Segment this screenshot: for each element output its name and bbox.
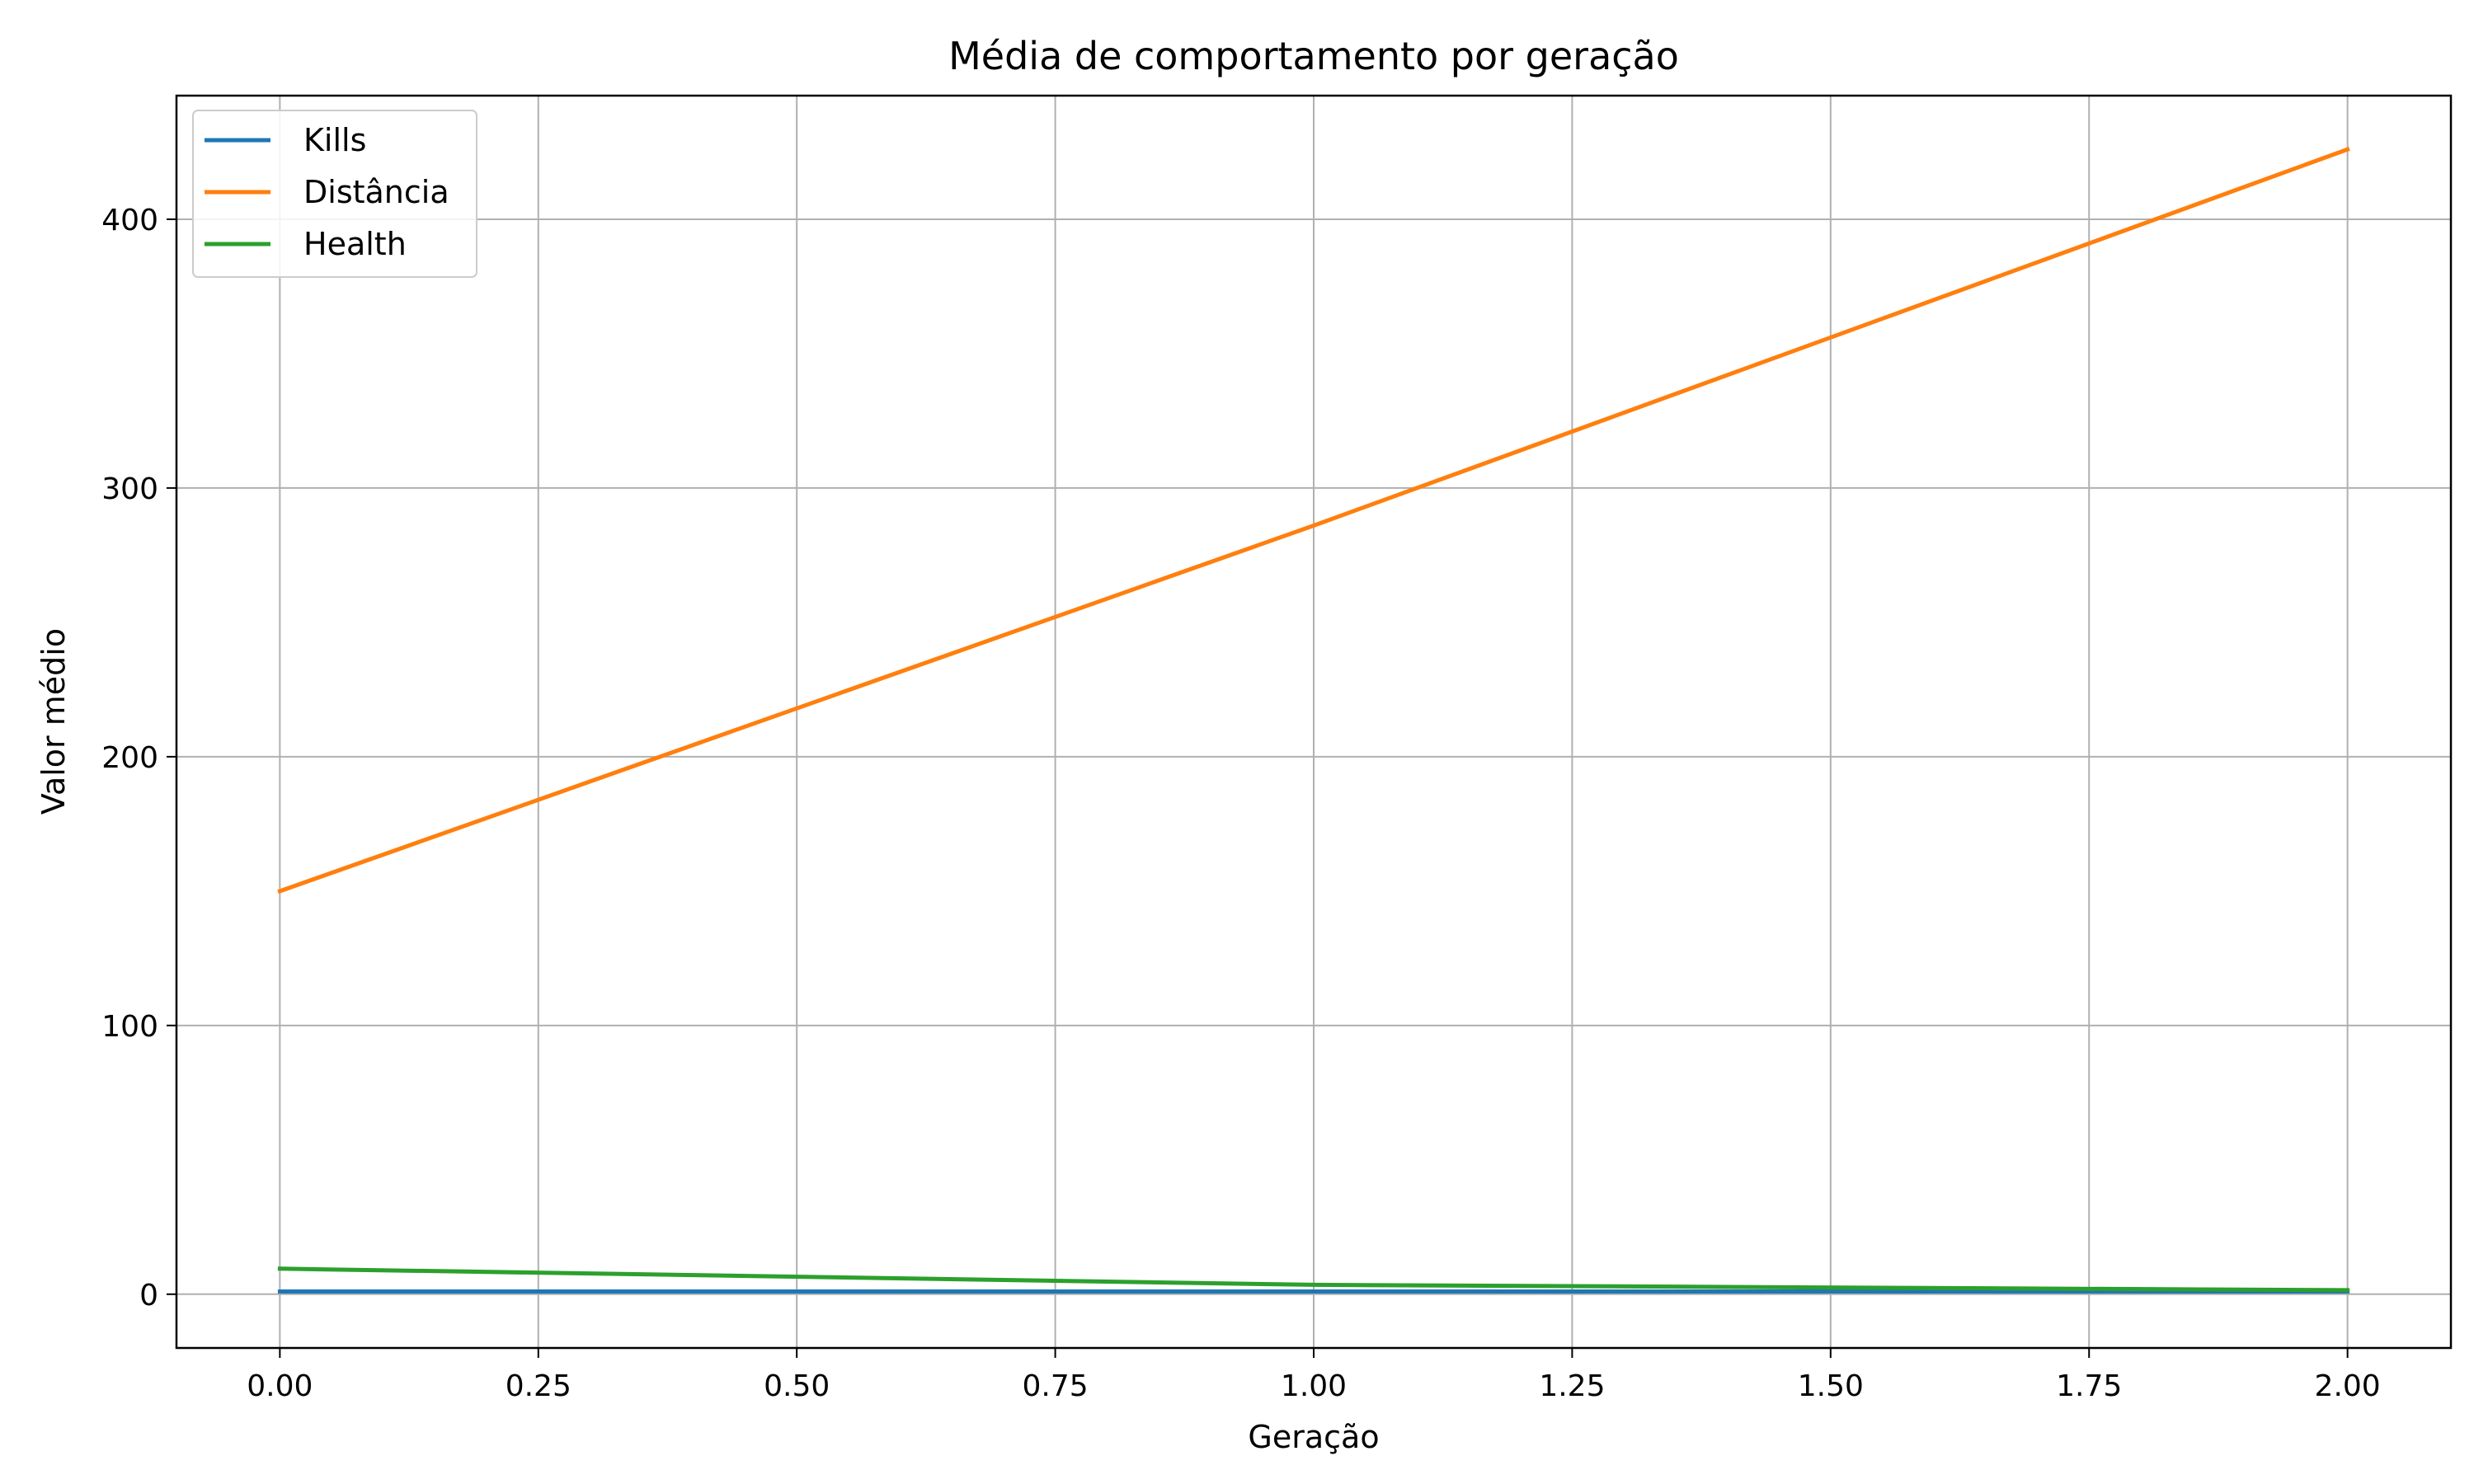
chart-title: Média de comportamento por geração xyxy=(948,34,1679,78)
legend-label: Distância xyxy=(303,174,449,210)
grid xyxy=(176,96,2451,1348)
x-tick-label: 1.25 xyxy=(1539,1369,1605,1403)
y-axis-label: Valor médio xyxy=(35,628,72,815)
x-axis-label: Geração xyxy=(1248,1419,1379,1455)
legend-label: Kills xyxy=(303,122,366,158)
y-tick-label: 200 xyxy=(101,741,158,775)
legend-label: Health xyxy=(303,226,407,262)
x-tick-label: 2.00 xyxy=(2315,1369,2381,1403)
series-line-distancia xyxy=(277,146,2350,895)
axis-ticks: 0.00 0.25 0.50 0.75 1.00 1.25 1.50 1.75 2.00 0 100… xyxy=(101,204,2380,1403)
series-line-health xyxy=(277,1266,2350,1293)
legend-box xyxy=(192,110,477,278)
y-tick-label: 300 xyxy=(101,472,158,506)
x-tick-label: 0.50 xyxy=(764,1369,830,1403)
y-tick-label: 400 xyxy=(101,204,158,237)
series-lines xyxy=(277,146,2350,1294)
x-tick-label: 0.25 xyxy=(506,1369,571,1403)
x-tick-label: 1.00 xyxy=(1281,1369,1347,1403)
x-tick-label: 0.75 xyxy=(1023,1369,1089,1403)
y-tick-label: 0 xyxy=(139,1279,158,1313)
x-tick-label: 1.75 xyxy=(2056,1369,2122,1403)
legend: Kills Distância Health xyxy=(192,110,477,278)
y-tick-label: 100 xyxy=(101,1010,158,1044)
x-tick-label: 0.00 xyxy=(247,1369,313,1403)
x-tick-label: 1.50 xyxy=(1798,1369,1864,1403)
